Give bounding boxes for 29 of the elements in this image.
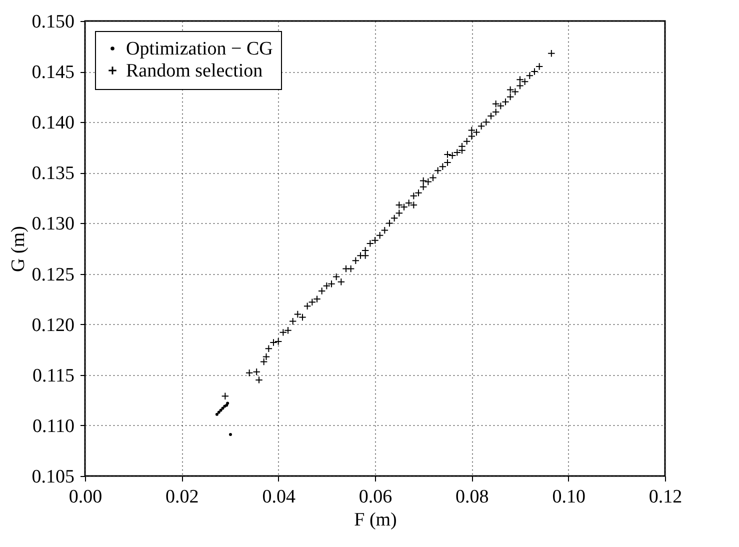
y-axis-title: G (m) [8,226,29,272]
point [215,412,218,416]
y-tick-label: 0.145 [32,62,74,84]
point [217,410,220,414]
point [223,404,226,408]
x-tick-label: 0.04 [262,486,296,508]
x-tick-label: 0.06 [358,486,392,508]
y-tick-label: 0.120 [32,314,74,336]
legend-label: Random selection [126,60,264,82]
x-tick-label: 0.00 [68,486,102,508]
point [225,404,228,407]
point [226,402,230,405]
y-tick-label: 0.110 [32,416,74,437]
y-tick-label: 0.135 [32,163,74,184]
y-tick-label: 0.130 [32,214,74,235]
point [219,408,222,412]
y-tick-label: 0.125 [32,264,74,286]
x-tick-label: 0.08 [456,486,489,508]
y-tick-label: 0.150 [32,12,74,32]
legend-label: Optimization − CG [126,38,274,60]
point [221,406,224,410]
y-tick-label: 0.115 [32,365,74,386]
x-tick-label: 0.10 [552,486,586,508]
x-tick-label: 0.02 [166,486,199,508]
y-tick-label: 0.140 [32,112,74,134]
point [228,433,232,436]
x-axis-title: F (m) [354,510,397,530]
y-tick-label: 0.105 [32,466,74,488]
x-tick-label: 0.12 [648,486,682,508]
